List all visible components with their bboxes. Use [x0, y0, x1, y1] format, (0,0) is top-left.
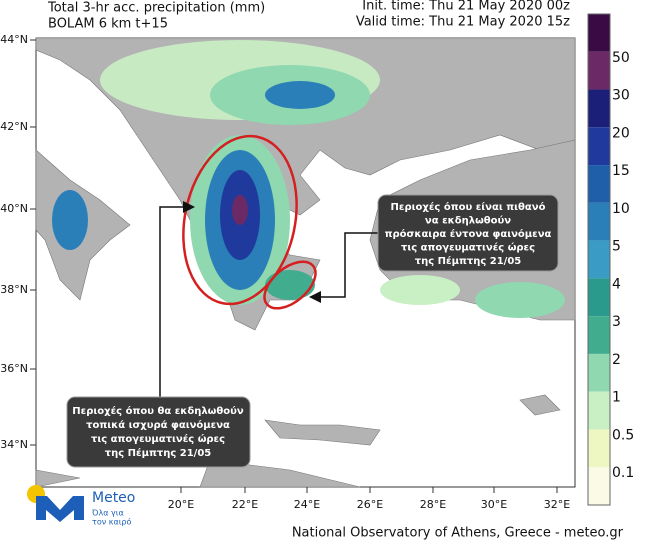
legend-swatch — [588, 89, 610, 128]
upper-note-line: της Πέμπτης 21/05 — [415, 255, 522, 267]
lower-note-box — [66, 396, 251, 468]
lat-label: 40°N — [0, 202, 28, 215]
legend-label: 15 — [612, 163, 630, 179]
axes: 44°N 42°N 40°N 38°N 36°N 34°N 20°E 22°E 24°E 26°E… — [0, 33, 570, 511]
logo-slogan: Όλα για — [91, 508, 124, 518]
upper-note-line: πρόσκαιρα έντονα φαινόμενα — [385, 228, 552, 240]
legend-swatch — [588, 14, 610, 52]
upper-note-line: Περιοχές όπου είναι πιθανό — [391, 201, 546, 213]
legend-swatch — [588, 202, 610, 241]
legend-label: 5 — [612, 239, 621, 255]
legend-label: 1 — [612, 390, 621, 406]
lat-label: 36°N — [0, 362, 28, 375]
logo: Meteo Όλα για τον καιρό — [27, 485, 135, 527]
legend-label: 10 — [612, 201, 630, 217]
upper-note-box — [377, 194, 559, 272]
lon-label: 32°E — [544, 498, 570, 511]
upper-note-line: τις απογευματινές ώρες — [401, 242, 535, 254]
notes: Περιοχές όπου είναι πιθανό να εκδηλωθούνπ… — [72, 201, 551, 459]
legend-label: 0.1 — [612, 465, 634, 481]
legend-frame — [587, 13, 611, 506]
legend: 50 30 20 15 10 5 4 3 2 1 0.5 0.1 — [587, 13, 634, 506]
legend-swatch — [588, 353, 610, 392]
init-time: Init. time: Thu 21 May 2020 00z — [362, 0, 570, 14]
legend-swatch — [588, 278, 610, 317]
logo-mark — [36, 496, 84, 522]
legend-swatch — [588, 165, 610, 203]
lat-label: 38°N — [0, 283, 28, 296]
legend-label: 20 — [612, 125, 630, 141]
legend-swatch — [588, 467, 610, 505]
valid-time: Valid time: Thu 21 May 2020 15z — [356, 15, 570, 30]
map — [35, 37, 576, 488]
legend-swatch — [588, 391, 610, 430]
lower-note-line: τις απογευματινές ώρες — [91, 433, 225, 445]
lower-note-line: Περιοχές όπου θα εκδηλωθούν — [72, 405, 244, 417]
logo-name: Meteo — [92, 490, 135, 506]
lon-label: 22°E — [232, 498, 258, 511]
logo-slogan: τον καιρό — [92, 517, 131, 527]
legend-label: 3 — [612, 314, 621, 330]
legend-swatch — [588, 240, 610, 279]
lat-label: 44°N — [0, 33, 28, 46]
title: Total 3-hr acc. precipitation (mm) — [47, 1, 265, 16]
legend-label: 50 — [612, 50, 630, 66]
lon-label: 28°E — [420, 498, 446, 511]
lower-note-line: τοπικά ισχυρά φαινόμενα — [86, 419, 230, 431]
arrows — [159, 201, 378, 397]
lat-label: 42°N — [0, 120, 28, 133]
lon-label: 30°E — [481, 498, 507, 511]
legend-label: 30 — [612, 88, 630, 104]
upper-note-line: να εκδηλωθούν — [425, 215, 511, 227]
model: BOLAM 6 km t+15 — [48, 17, 168, 32]
credit: National Observatory of Athens, Greece -… — [292, 526, 624, 541]
legend-label: 2 — [612, 352, 621, 368]
legend-swatch — [588, 429, 610, 468]
legend-swatch — [588, 316, 610, 354]
lon-label: 20°E — [168, 498, 194, 511]
lon-label: 24°E — [294, 498, 320, 511]
lon-label: 26°E — [357, 498, 383, 511]
legend-swatch — [588, 51, 610, 90]
lat-label: 34°N — [0, 438, 28, 451]
legend-label: 0.5 — [612, 427, 634, 443]
legend-swatch — [588, 127, 610, 166]
legend-label: 4 — [612, 276, 621, 292]
precipitation — [52, 40, 565, 318]
lower-note-line: της Πέμπτης 21/05 — [105, 447, 212, 459]
